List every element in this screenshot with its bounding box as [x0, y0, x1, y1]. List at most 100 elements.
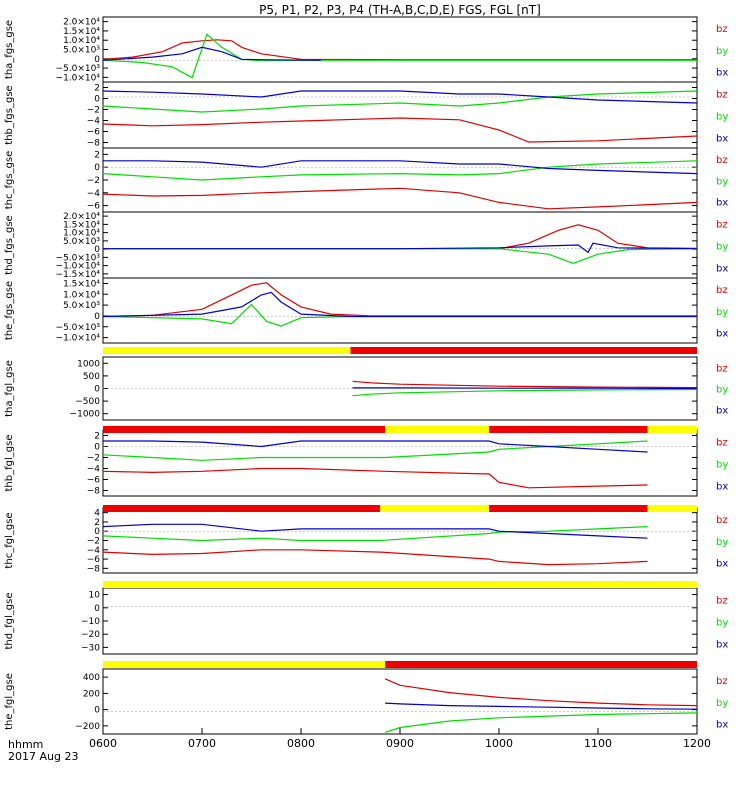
legend-bz: bz	[716, 364, 728, 375]
panel-frame	[102, 668, 698, 735]
panel-frame	[102, 211, 698, 279]
series-line-bz	[103, 467, 648, 489]
legend-bx: bx	[716, 559, 728, 570]
series-line-bx	[385, 702, 697, 710]
y-axis-label: thc_fgs_gse	[4, 151, 15, 210]
y-tick-label: 4	[94, 509, 100, 519]
series-line-bx	[103, 46, 321, 61]
legend-by: by	[716, 459, 728, 470]
series-line-bz	[103, 117, 697, 143]
series-line-by	[103, 303, 697, 327]
legend-bx: bx	[716, 406, 728, 417]
y-tick-label: −8	[87, 139, 101, 149]
y-tick-label: 0	[94, 312, 100, 322]
y-tick-label: 2	[94, 432, 100, 442]
y-tick-label: 2	[94, 150, 100, 160]
y-tick-label: −4	[87, 189, 101, 199]
panel-frame	[102, 147, 698, 213]
legend-bx: bx	[716, 481, 728, 492]
series-line-by	[103, 440, 648, 461]
mode-bar-segment	[647, 505, 697, 512]
panel-frame	[102, 587, 698, 655]
y-tick-label: 0	[94, 706, 100, 716]
y-tick-label: −6	[87, 128, 101, 138]
y-tick-label: −4	[87, 117, 101, 127]
y-tick-label: 1.0×10⁴	[63, 36, 100, 46]
panels-group: 2.0×10⁴1.5×10⁴1.0×10⁴5.0×10³0−5.0×10³−1.…	[4, 16, 728, 735]
legend-bx: bx	[716, 329, 728, 340]
series-line-by	[384, 712, 697, 733]
y-tick-label: −10	[81, 617, 100, 627]
x-axis: 0600 0700 0800 0900 1000 1100 1200	[89, 728, 711, 750]
mode-bar-segment	[103, 505, 381, 512]
series-line-bz	[103, 549, 648, 566]
y-tick-label: 2.0×10⁴	[63, 18, 100, 28]
y-tick-label: 1.5×10⁴	[63, 220, 100, 230]
legend-bx: bx	[716, 198, 728, 209]
series-line-bz	[103, 224, 697, 250]
series-line-bz	[352, 380, 697, 389]
y-tick-label: −2	[87, 454, 100, 464]
series-line-bx	[103, 90, 697, 104]
legend-by: by	[716, 617, 728, 628]
legend-bz: bz	[716, 285, 728, 296]
footer-label-date: 2017 Aug 23	[8, 750, 78, 763]
legend-by: by	[716, 698, 728, 709]
y-tick-label: −4	[87, 546, 101, 556]
legend-bx: bx	[716, 263, 728, 274]
y-tick-label: 400	[83, 673, 100, 683]
mode-bar-segment	[103, 426, 386, 433]
mode-bar-segment	[103, 661, 386, 668]
y-axis-label: thb_fgl_gse	[4, 435, 15, 492]
panel-tha_fgs_gse: 2.0×10⁴1.5×10⁴1.0×10⁴5.0×10³0−5.0×10³−1.…	[4, 16, 728, 83]
series-line-by	[103, 160, 697, 181]
legend-bz: bz	[716, 676, 728, 687]
panel-thc_fgl_gse: 420−2−4−6−8 thc_fgl_gse bz by bx	[4, 507, 728, 574]
series-line-bz	[103, 282, 697, 318]
y-tick-label: −5.0×10³	[56, 253, 101, 263]
legend-bx: bx	[716, 639, 728, 650]
y-tick-label: −2	[87, 176, 100, 186]
y-tick-label: −5.0×10³	[56, 323, 101, 333]
y-tick-label: 1.0×10⁴	[63, 290, 100, 300]
legend-bx: bx	[716, 68, 728, 79]
y-tick-label: 5.0×10³	[63, 46, 100, 56]
y-tick-label: −1.5×10⁴	[56, 270, 101, 280]
y-tick-label: −2	[87, 106, 100, 116]
x-tick-label: 0800	[287, 737, 315, 750]
y-tick-label: 10	[89, 591, 101, 601]
mode-bar-segment	[489, 426, 648, 433]
legend-bx: bx	[716, 720, 728, 731]
y-tick-label: −4	[87, 465, 101, 475]
mode-bar-segment	[380, 505, 490, 512]
y-axis-label: thd_fgl_gse	[4, 593, 15, 650]
legend-bz: bz	[716, 219, 728, 230]
y-tick-label: −30	[81, 643, 100, 653]
mode-bar-segment	[103, 581, 697, 588]
legend-bz: bz	[716, 24, 728, 35]
panel-thb_fgs_gse: 20−2−4−6−8 thb_fgs_gse bz by bx	[4, 81, 728, 149]
mode-bar-segment	[103, 347, 351, 354]
x-tick-label: 0900	[386, 737, 414, 750]
series-line-by	[352, 388, 697, 397]
y-axis-label: thc_fgl_gse	[4, 512, 15, 568]
y-axis-label: thb_fgs_gse	[4, 85, 15, 144]
footer-label-hhmm: hhmm	[8, 738, 43, 751]
x-tick-label: 1100	[584, 737, 612, 750]
legend-bz: bz	[716, 437, 728, 448]
y-tick-label: 0	[94, 163, 100, 173]
y-tick-label: −1.0×10⁴	[56, 73, 101, 83]
x-tick-label: 0600	[89, 737, 117, 750]
mode-bar-segment	[489, 505, 648, 512]
series-line-bx	[103, 242, 697, 254]
y-tick-label: 0	[94, 245, 100, 255]
legend-by: by	[716, 385, 728, 396]
x-tick-label: 0700	[188, 737, 216, 750]
series-line-bz	[103, 187, 697, 210]
y-tick-label: −1.0×10⁴	[56, 334, 101, 344]
y-tick-label: 500	[83, 372, 100, 382]
legend-by: by	[716, 46, 728, 57]
series-line-bz	[103, 39, 697, 61]
